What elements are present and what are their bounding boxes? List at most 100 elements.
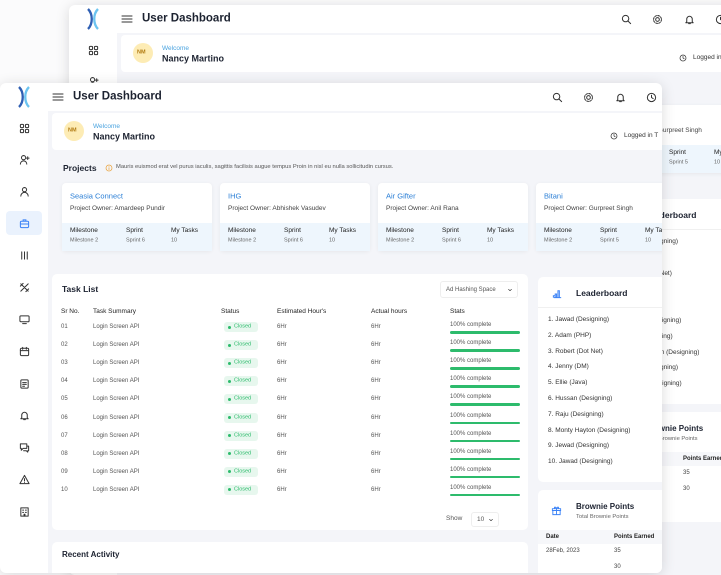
actual-hours: 6Hr (371, 324, 381, 330)
menu-button[interactable] (52, 91, 64, 103)
icon-shape (20, 283, 28, 291)
sidebar-item[interactable] (19, 410, 30, 421)
menu-button[interactable] (121, 13, 133, 25)
sidebar-item[interactable] (88, 45, 99, 56)
icon-shape (20, 129, 23, 132)
project-name: Air Gifter (386, 192, 416, 200)
progress-bar (450, 331, 520, 334)
stat-label: My Tasks (171, 228, 198, 235)
estimated-hours: 6Hr (277, 415, 287, 421)
column-header: Stats (450, 309, 465, 316)
logo[interactable] (14, 87, 34, 107)
stat-label: Sprint (126, 228, 143, 235)
settings-button[interactable] (652, 14, 663, 25)
settings-button[interactable] (583, 92, 594, 103)
page-title: User Dashboard (73, 91, 162, 103)
dropdown-caret[interactable] (488, 517, 494, 523)
status-text: Closed (234, 451, 251, 457)
leaderboard-item: 6. Hussan (Designing) (548, 396, 612, 403)
icon-shape (653, 15, 661, 23)
leaderboard-item: 10. Jawad (Designing) (548, 459, 613, 466)
status-badge: Closed (224, 340, 258, 350)
sidebar-item[interactable] (19, 186, 30, 197)
stat-label: Sprint (600, 228, 617, 235)
icon-shape (89, 51, 92, 54)
sidebar-item[interactable] (19, 282, 30, 293)
estimated-hours: 6Hr (277, 396, 287, 402)
search-button[interactable] (621, 14, 632, 25)
show-select[interactable]: 10 (471, 512, 499, 527)
status-dot (228, 380, 231, 383)
logo[interactable] (83, 9, 103, 29)
search-button[interactable] (552, 92, 563, 103)
icon-shape (586, 95, 590, 99)
sidebar-item[interactable] (19, 442, 30, 453)
notifications-button[interactable] (684, 14, 695, 25)
sidebar-item[interactable] (19, 154, 30, 165)
sr-no: 04 (61, 378, 68, 384)
leaderboard-icon (552, 288, 563, 299)
stat-value: Sprint 6 (284, 238, 303, 244)
task-summary: Login Screen API (93, 469, 139, 475)
icon-shape (21, 251, 27, 258)
actual-hours: 6Hr (371, 433, 381, 439)
icon-shape (20, 443, 26, 449)
status-badge: Closed (224, 449, 258, 459)
sidebar-item[interactable] (19, 346, 30, 357)
sidebar-item[interactable] (19, 250, 30, 261)
history-button[interactable] (715, 14, 721, 25)
icon-shape (20, 192, 27, 196)
status-text: Closed (234, 360, 251, 366)
icon-shape (94, 46, 97, 49)
leaderboard-item: 3. Robert (Dot Net) (548, 348, 603, 355)
project-name: IHG (228, 192, 241, 200)
stats-text: 100% complete (450, 376, 491, 382)
leaderboard-item: 5. Ellie (Java) (548, 380, 587, 387)
stats-text: 100% complete (450, 358, 491, 364)
estimated-hours: 6Hr (277, 324, 287, 330)
notifications-button[interactable] (615, 92, 626, 103)
icon-shape (90, 77, 94, 81)
stat-label: My Tasks (645, 228, 662, 235)
stat-value: Milestone 2 (70, 238, 98, 244)
sr-no: 01 (61, 324, 68, 330)
sidebar-item[interactable] (19, 123, 30, 134)
stat-label: Milestone (228, 228, 256, 235)
stats-text: 100% complete (450, 340, 491, 346)
project-owner: Project Owner: Anil Rana (386, 206, 459, 213)
sidebar-item[interactable] (19, 218, 30, 229)
history-button[interactable] (646, 92, 657, 103)
actual-hours: 6Hr (371, 469, 381, 475)
sidebar-item[interactable] (19, 378, 30, 389)
project-card[interactable]: Air Gifter Project Owner: Anil Rana Milest… (378, 183, 528, 251)
task-summary: Login Screen API (93, 324, 139, 330)
icon-shape (552, 507, 560, 515)
actual-hours: 6Hr (371, 451, 381, 457)
brownie-points: 35 (614, 548, 621, 554)
sr-no: 09 (61, 469, 68, 475)
task-summary: Login Screen API (93, 342, 139, 348)
stat-label: Sprint (442, 228, 459, 235)
stat-label: Milestone (386, 228, 414, 235)
icon-shape (490, 519, 493, 521)
status-dot (228, 344, 231, 347)
task-filter[interactable]: Ad Hashing Space (440, 281, 518, 298)
sidebar-item[interactable] (19, 314, 30, 325)
sidebar-item[interactable] (19, 506, 30, 517)
brownie-points: 35 (683, 470, 690, 476)
sidebar-item[interactable] (19, 474, 30, 485)
icon-shape (651, 95, 653, 98)
user-name: Nancy Martino (162, 55, 224, 64)
stats-text: 100% complete (450, 431, 491, 437)
dropdown-caret[interactable] (507, 287, 513, 293)
icon-shape (616, 94, 623, 100)
leaderboard-item: 8. Monty Hayton (Designing) (548, 427, 630, 434)
actual-hours: 6Hr (371, 342, 381, 348)
column-header: Date (546, 534, 559, 540)
icon-shape (94, 51, 97, 54)
status-dot (228, 416, 231, 419)
